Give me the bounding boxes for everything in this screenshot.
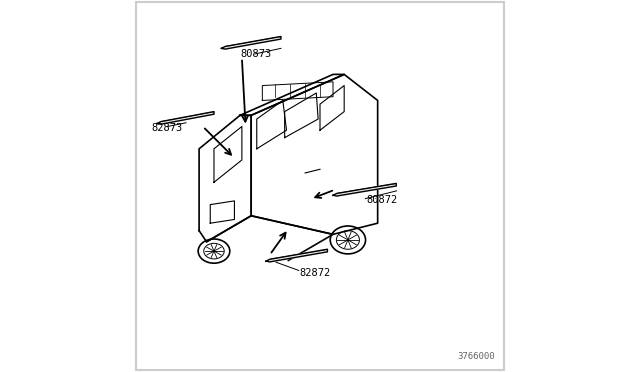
Text: 82872: 82872: [300, 268, 331, 278]
Polygon shape: [266, 249, 328, 262]
Polygon shape: [333, 183, 396, 196]
Text: 80872: 80872: [367, 195, 397, 205]
Text: 80873: 80873: [240, 49, 271, 59]
Polygon shape: [157, 112, 214, 124]
Text: 82873: 82873: [152, 123, 183, 132]
Text: 3766000: 3766000: [457, 352, 495, 361]
Polygon shape: [221, 36, 281, 49]
